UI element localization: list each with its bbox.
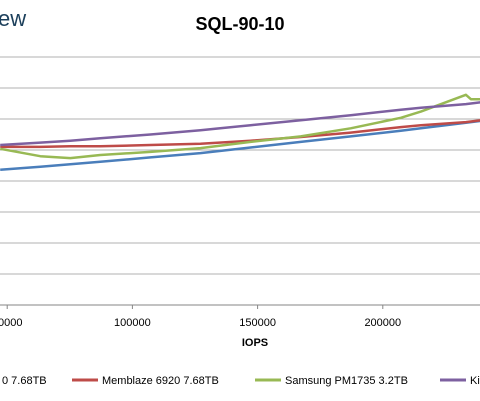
x-tick-label: 100000 — [114, 317, 151, 329]
series-line — [0, 101, 480, 147]
x-axis-label: IOPS — [242, 337, 268, 349]
series-line — [0, 93, 480, 160]
x-tick-label: 200000 — [364, 317, 401, 329]
x-tick-label: 150000 — [239, 317, 276, 329]
x-tick-label: 50000 — [0, 317, 22, 329]
legend-label: Samsung PM1735 3.2TB — [285, 375, 408, 387]
legend-label: Memblaze 6920 7.68TB — [102, 375, 219, 387]
chart-title: SQL-90-10 — [195, 14, 284, 34]
logo: ew — [0, 6, 26, 31]
legend-label: Ki — [470, 375, 480, 387]
legend-label: 0 7.68TB — [2, 375, 47, 387]
